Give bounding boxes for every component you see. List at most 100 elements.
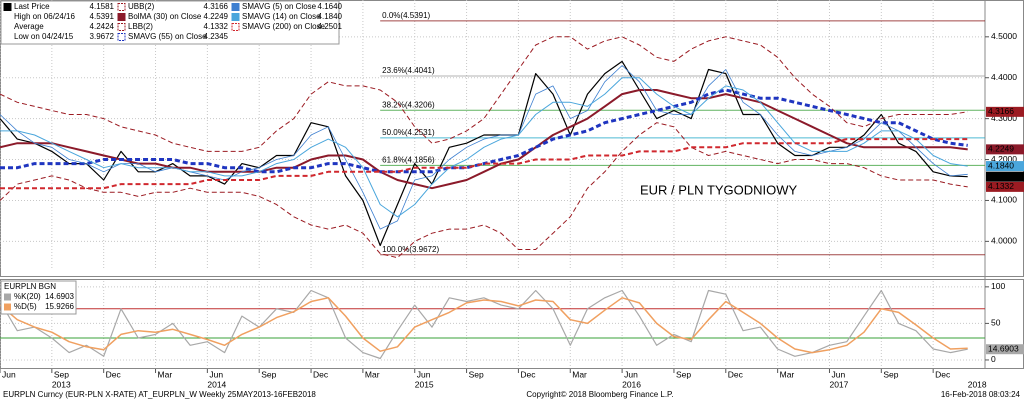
value-badge-label: 4.3166 (988, 106, 1014, 116)
x-tick-label: Mar (158, 369, 173, 379)
legend-title: EURPLN BGN (4, 282, 56, 291)
value-badge-label: 4.1581 (988, 171, 1014, 181)
fib-label: 100.0%(3.9672) (382, 245, 439, 254)
series-line (0, 122, 968, 259)
legend-value: 4.1840 (318, 12, 343, 21)
legend-swatch (231, 13, 240, 21)
x-tick-label: Dec (520, 369, 536, 379)
legend-box (0, 0, 340, 45)
year-label: 2016 (622, 379, 641, 389)
legend-swatch (4, 303, 11, 311)
legend-value: 3.9672 (90, 32, 115, 41)
y-tick-label: 100 (991, 281, 1005, 291)
value-badge (986, 144, 1024, 155)
fib-label: 23.6%(4.4041) (382, 66, 435, 75)
value-badge (986, 161, 1024, 172)
y-tick-label: 4.0000 (991, 236, 1017, 246)
fib-label: 38.2%(4.3206) (382, 100, 435, 109)
x-tick-label: Dec (935, 369, 951, 379)
x-tick-label: Mar (780, 369, 795, 379)
legend-swatch (117, 33, 126, 41)
legend-label: LBB(2) (128, 22, 153, 31)
x-tick-label: Sep (883, 369, 898, 379)
legend-label: High on 06/24/16 (14, 12, 75, 21)
legend-label: SMAVG (55) on Close (128, 32, 207, 41)
legend-swatch (231, 3, 240, 11)
legend-label: SMAVG (14) on Close (242, 12, 321, 21)
x-tick-label: Jun (624, 369, 638, 379)
series-line (0, 36, 968, 152)
legend-swatch (3, 3, 12, 11)
legend-value: 4.2345 (204, 32, 229, 41)
y-tick-label: 4.3000 (991, 113, 1017, 123)
y-tick-label: 4.4000 (991, 72, 1017, 82)
footer-left: EURPLN Curncy (EUR-PLN X-RATE) AT_EURPLN… (3, 390, 316, 399)
year-label: 2013 (52, 379, 71, 389)
footer-right: 16-Feb-2018 08:03:24 (941, 390, 1021, 399)
legend-label: SMAVG (5) on Close (242, 2, 317, 11)
fib-label: 61.8%(4.1856) (382, 156, 435, 165)
series-line (0, 297, 968, 354)
value-badge (986, 181, 1024, 192)
annotation: EUR / PLN TYGODNIOWY (640, 182, 798, 197)
series-line (0, 65, 968, 230)
year-label: 2018 (968, 379, 987, 389)
x-tick-label: Mar (365, 369, 380, 379)
year-label: 2014 (207, 379, 226, 389)
value-badge (986, 106, 1024, 117)
x-tick-label: Jun (2, 369, 16, 379)
legend-value: 4.2501 (318, 22, 343, 31)
y-tick-label: 4.2000 (991, 154, 1017, 164)
series-line (0, 60, 968, 247)
legend-swatch (117, 23, 126, 31)
y-tick-label: 4.5000 (991, 31, 1017, 41)
value-badge-label: 4.2249 (988, 144, 1014, 154)
series-line (0, 88, 968, 174)
fib-label: 0.0%(4.5391) (382, 11, 430, 20)
footer-center: Copyright© 2018 Bloomberg Finance L.P. (526, 390, 673, 399)
legend-swatch (117, 13, 126, 21)
legend-value: 4.1640 (318, 2, 343, 11)
legend-value: 4.1581 (90, 2, 115, 11)
y-tick-label: 50 (991, 318, 1001, 328)
legend-label: Average (14, 22, 44, 31)
legend-swatch (231, 23, 240, 31)
series-line (0, 138, 968, 190)
legend-label: %D(5) (14, 302, 37, 311)
x-tick-label: Jun (831, 369, 845, 379)
fib-label: 50.0%(4.2531) (382, 128, 435, 137)
legend-label: Low on 04/24/15 (14, 32, 74, 41)
y-tick-label: 4.1000 (991, 195, 1017, 205)
legend-label: UBB(2) (128, 2, 155, 11)
legend-label: SMAVG (200) on Close (242, 22, 326, 31)
year-label: 2017 (829, 379, 848, 389)
x-tick-label: Dec (313, 369, 329, 379)
x-tick-label: Sep (261, 369, 276, 379)
x-tick-label: Mar (572, 369, 587, 379)
legend-value: 4.2424 (90, 22, 115, 31)
x-tick-label: Jun (417, 369, 431, 379)
legend-label: Last Price (14, 2, 50, 11)
legend-value: 4.2249 (204, 12, 229, 21)
year-label: 2015 (415, 379, 434, 389)
value-badge-label: 14.6903 (988, 343, 1019, 353)
legend-box (0, 280, 77, 315)
legend-label: %K(20) (14, 292, 41, 301)
legend-value: 4.5391 (90, 12, 115, 21)
x-tick-label: Sep (54, 369, 69, 379)
value-badge (986, 171, 1024, 182)
x-tick-label: Dec (728, 369, 744, 379)
x-tick-label: Sep (676, 369, 691, 379)
legend-value: 14.6903 (45, 292, 74, 301)
legend-swatch (4, 293, 11, 301)
legend-value: 4.1332 (204, 22, 229, 31)
legend-value: 15.9266 (45, 302, 74, 311)
value-badge (986, 344, 1024, 355)
y-tick-label: 0 (991, 354, 996, 364)
x-tick-label: Sep (469, 369, 484, 379)
value-badge-label: 4.1332 (988, 181, 1014, 191)
series-line (0, 89, 968, 190)
legend-swatch (117, 3, 126, 11)
